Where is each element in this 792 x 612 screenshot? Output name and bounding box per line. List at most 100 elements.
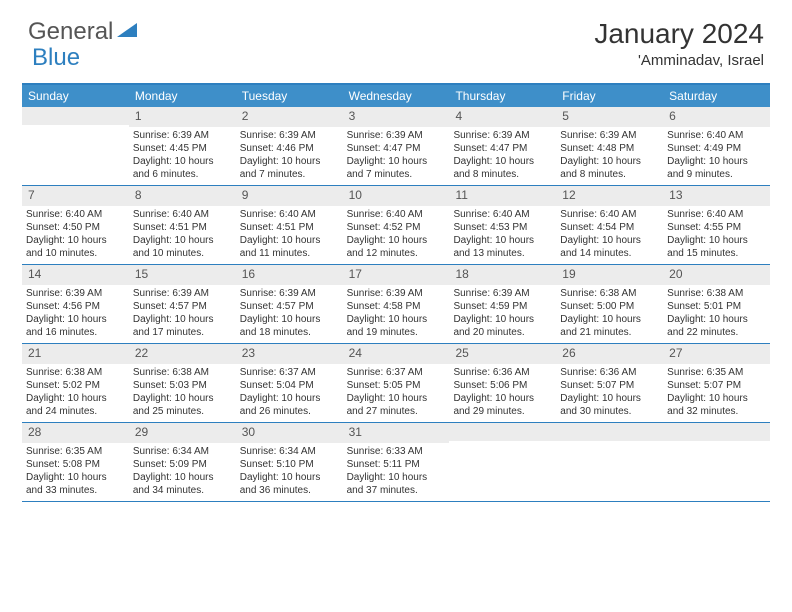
- day-details: Sunrise: 6:38 AMSunset: 5:02 PMDaylight:…: [22, 366, 129, 418]
- day-cell: 27Sunrise: 6:35 AMSunset: 5:07 PMDayligh…: [663, 344, 770, 422]
- sunrise-line: Sunrise: 6:34 AM: [240, 445, 339, 458]
- sunrise-line: Sunrise: 6:40 AM: [560, 208, 659, 221]
- sunrise-line: Sunrise: 6:35 AM: [26, 445, 125, 458]
- weekday-header: Wednesday: [343, 85, 450, 107]
- day-cell: 7Sunrise: 6:40 AMSunset: 4:50 PMDaylight…: [22, 186, 129, 264]
- sunset-line: Sunset: 4:50 PM: [26, 221, 125, 234]
- day-details: Sunrise: 6:39 AMSunset: 4:57 PMDaylight:…: [129, 287, 236, 339]
- day-cell: 11Sunrise: 6:40 AMSunset: 4:53 PMDayligh…: [449, 186, 556, 264]
- day-cell: 17Sunrise: 6:39 AMSunset: 4:58 PMDayligh…: [343, 265, 450, 343]
- day-number: 4: [449, 107, 556, 127]
- daylight-line: Daylight: 10 hours and 6 minutes.: [133, 155, 232, 181]
- day-number: 25: [449, 344, 556, 364]
- day-cell: [663, 423, 770, 501]
- day-details: Sunrise: 6:37 AMSunset: 5:04 PMDaylight:…: [236, 366, 343, 418]
- day-cell: [556, 423, 663, 501]
- calendar: SundayMondayTuesdayWednesdayThursdayFrid…: [22, 83, 770, 502]
- day-number: 16: [236, 265, 343, 285]
- day-number: 19: [556, 265, 663, 285]
- empty-day-number: [22, 107, 129, 125]
- day-cell: 21Sunrise: 6:38 AMSunset: 5:02 PMDayligh…: [22, 344, 129, 422]
- sunrise-line: Sunrise: 6:39 AM: [240, 287, 339, 300]
- sunrise-line: Sunrise: 6:33 AM: [347, 445, 446, 458]
- day-number: 17: [343, 265, 450, 285]
- daylight-line: Daylight: 10 hours and 8 minutes.: [560, 155, 659, 181]
- sunrise-line: Sunrise: 6:39 AM: [240, 129, 339, 142]
- sunset-line: Sunset: 5:10 PM: [240, 458, 339, 471]
- day-number: 5: [556, 107, 663, 127]
- sunset-line: Sunset: 5:09 PM: [133, 458, 232, 471]
- daylight-line: Daylight: 10 hours and 7 minutes.: [240, 155, 339, 181]
- sunrise-line: Sunrise: 6:39 AM: [453, 287, 552, 300]
- day-number: 28: [22, 423, 129, 443]
- daylight-line: Daylight: 10 hours and 27 minutes.: [347, 392, 446, 418]
- sunset-line: Sunset: 4:52 PM: [347, 221, 446, 234]
- day-number: 8: [129, 186, 236, 206]
- sunset-line: Sunset: 4:49 PM: [667, 142, 766, 155]
- day-cell: 26Sunrise: 6:36 AMSunset: 5:07 PMDayligh…: [556, 344, 663, 422]
- day-details: Sunrise: 6:39 AMSunset: 4:59 PMDaylight:…: [449, 287, 556, 339]
- sunrise-line: Sunrise: 6:40 AM: [133, 208, 232, 221]
- sunset-line: Sunset: 5:02 PM: [26, 379, 125, 392]
- daylight-line: Daylight: 10 hours and 13 minutes.: [453, 234, 552, 260]
- logo: General: [28, 18, 139, 46]
- day-details: Sunrise: 6:40 AMSunset: 4:51 PMDaylight:…: [236, 208, 343, 260]
- week-row: 1Sunrise: 6:39 AMSunset: 4:45 PMDaylight…: [22, 107, 770, 186]
- day-cell: 14Sunrise: 6:39 AMSunset: 4:56 PMDayligh…: [22, 265, 129, 343]
- sunrise-line: Sunrise: 6:40 AM: [347, 208, 446, 221]
- sunrise-line: Sunrise: 6:37 AM: [347, 366, 446, 379]
- day-details: Sunrise: 6:35 AMSunset: 5:08 PMDaylight:…: [22, 445, 129, 497]
- daylight-line: Daylight: 10 hours and 21 minutes.: [560, 313, 659, 339]
- sunrise-line: Sunrise: 6:39 AM: [453, 129, 552, 142]
- day-cell: 25Sunrise: 6:36 AMSunset: 5:06 PMDayligh…: [449, 344, 556, 422]
- day-details: Sunrise: 6:36 AMSunset: 5:06 PMDaylight:…: [449, 366, 556, 418]
- sunset-line: Sunset: 5:01 PM: [667, 300, 766, 313]
- weekday-header: Tuesday: [236, 85, 343, 107]
- sunrise-line: Sunrise: 6:36 AM: [453, 366, 552, 379]
- daylight-line: Daylight: 10 hours and 16 minutes.: [26, 313, 125, 339]
- day-number: 20: [663, 265, 770, 285]
- sunset-line: Sunset: 5:07 PM: [667, 379, 766, 392]
- day-details: Sunrise: 6:39 AMSunset: 4:58 PMDaylight:…: [343, 287, 450, 339]
- day-details: Sunrise: 6:35 AMSunset: 5:07 PMDaylight:…: [663, 366, 770, 418]
- sunset-line: Sunset: 4:47 PM: [347, 142, 446, 155]
- day-details: Sunrise: 6:37 AMSunset: 5:05 PMDaylight:…: [343, 366, 450, 418]
- day-number: 1: [129, 107, 236, 127]
- logo-text-blue: Blue: [32, 44, 80, 72]
- header: General January 2024 'Amminadav, Israel: [0, 0, 792, 77]
- day-details: Sunrise: 6:40 AMSunset: 4:52 PMDaylight:…: [343, 208, 450, 260]
- daylight-line: Daylight: 10 hours and 15 minutes.: [667, 234, 766, 260]
- sunset-line: Sunset: 4:54 PM: [560, 221, 659, 234]
- day-cell: 19Sunrise: 6:38 AMSunset: 5:00 PMDayligh…: [556, 265, 663, 343]
- sunset-line: Sunset: 4:58 PM: [347, 300, 446, 313]
- sunrise-line: Sunrise: 6:38 AM: [26, 366, 125, 379]
- day-cell: 22Sunrise: 6:38 AMSunset: 5:03 PMDayligh…: [129, 344, 236, 422]
- day-cell: 3Sunrise: 6:39 AMSunset: 4:47 PMDaylight…: [343, 107, 450, 185]
- weekday-header: Saturday: [663, 85, 770, 107]
- day-number: 21: [22, 344, 129, 364]
- day-details: Sunrise: 6:38 AMSunset: 5:03 PMDaylight:…: [129, 366, 236, 418]
- day-details: Sunrise: 6:39 AMSunset: 4:47 PMDaylight:…: [343, 129, 450, 181]
- sunset-line: Sunset: 5:04 PM: [240, 379, 339, 392]
- week-row: 7Sunrise: 6:40 AMSunset: 4:50 PMDaylight…: [22, 186, 770, 265]
- sunset-line: Sunset: 4:57 PM: [133, 300, 232, 313]
- day-cell: 1Sunrise: 6:39 AMSunset: 4:45 PMDaylight…: [129, 107, 236, 185]
- day-details: Sunrise: 6:40 AMSunset: 4:54 PMDaylight:…: [556, 208, 663, 260]
- sunrise-line: Sunrise: 6:37 AM: [240, 366, 339, 379]
- sunrise-line: Sunrise: 6:34 AM: [133, 445, 232, 458]
- daylight-line: Daylight: 10 hours and 10 minutes.: [26, 234, 125, 260]
- day-cell: 31Sunrise: 6:33 AMSunset: 5:11 PMDayligh…: [343, 423, 450, 501]
- sunset-line: Sunset: 4:55 PM: [667, 221, 766, 234]
- sunset-line: Sunset: 4:46 PM: [240, 142, 339, 155]
- sunset-line: Sunset: 5:03 PM: [133, 379, 232, 392]
- day-number: 2: [236, 107, 343, 127]
- sunset-line: Sunset: 5:08 PM: [26, 458, 125, 471]
- sunrise-line: Sunrise: 6:39 AM: [560, 129, 659, 142]
- sunset-line: Sunset: 4:53 PM: [453, 221, 552, 234]
- day-cell: 13Sunrise: 6:40 AMSunset: 4:55 PMDayligh…: [663, 186, 770, 264]
- week-row: 14Sunrise: 6:39 AMSunset: 4:56 PMDayligh…: [22, 265, 770, 344]
- week-row: 21Sunrise: 6:38 AMSunset: 5:02 PMDayligh…: [22, 344, 770, 423]
- day-cell: 28Sunrise: 6:35 AMSunset: 5:08 PMDayligh…: [22, 423, 129, 501]
- day-number: 27: [663, 344, 770, 364]
- sunrise-line: Sunrise: 6:39 AM: [347, 129, 446, 142]
